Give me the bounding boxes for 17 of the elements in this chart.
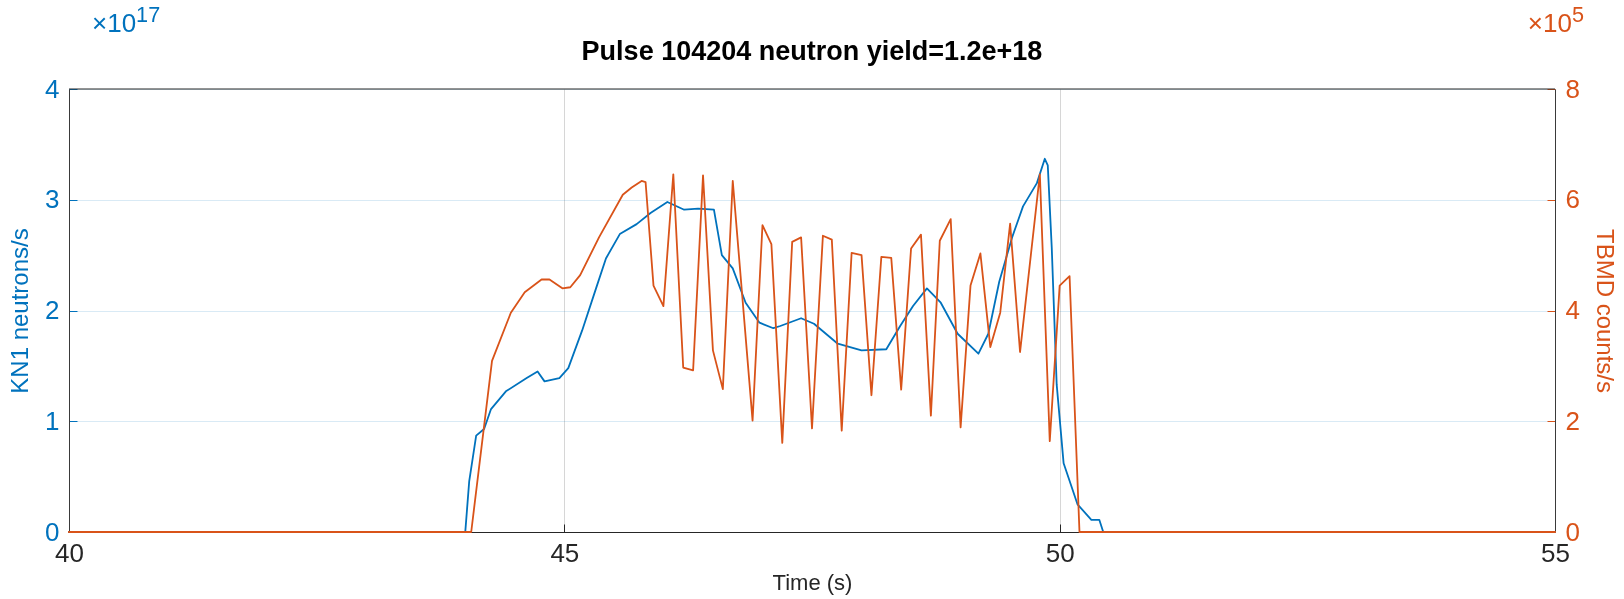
- x-tick-label: 50: [1045, 537, 1075, 568]
- y2-axis-title: TBMD counts/s: [1591, 228, 1619, 394]
- y2-tick-label: 2: [1565, 405, 1580, 436]
- y-axis-title: KN1 neutrons/s: [6, 228, 34, 394]
- x-tick-label: 45: [550, 537, 580, 568]
- y2-tick-label: 6: [1565, 184, 1580, 215]
- y2-tick-label: 4: [1565, 295, 1580, 325]
- x-axis-title: Time (s): [772, 569, 853, 595]
- y-tick-label: 2: [45, 295, 60, 325]
- chart-title: Pulse 104204 neutron yield=1.2e+18: [581, 36, 1043, 66]
- y-tick-label: 0: [45, 516, 60, 547]
- text: ×10$^{5}$: [1527, 2, 1584, 39]
- y2-tick-label: 8: [1565, 73, 1580, 104]
- y-tick-label: 3: [45, 184, 60, 215]
- y-tick-label: 4: [45, 73, 60, 104]
- y-tick-label: 1: [45, 405, 60, 436]
- text: ×10$^{17}$: [92, 2, 161, 39]
